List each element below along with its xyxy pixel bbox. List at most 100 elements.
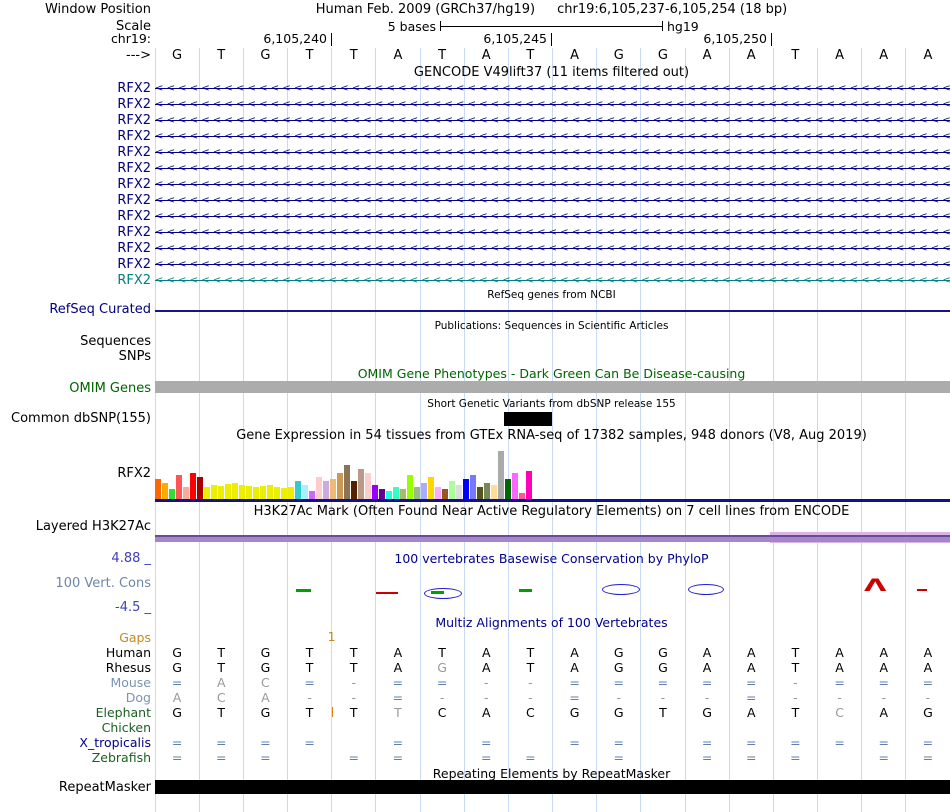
species-label[interactable]: Rhesus xyxy=(105,660,151,675)
gencode-transcript[interactable]: <<<<<<<<<<<<<<<<<<<<<<<<<<<<<<<<<<<<<<<<… xyxy=(155,178,950,191)
gtex-tissue-bar[interactable] xyxy=(526,471,532,499)
species-label[interactable]: X_tropicalis xyxy=(79,735,151,750)
gtex-tissue-bar[interactable] xyxy=(407,475,413,499)
gencode-transcript-label[interactable]: RFX2 xyxy=(117,145,151,160)
gtex-tissue-bar[interactable] xyxy=(330,479,336,499)
gtex-tissue-bar[interactable] xyxy=(358,469,364,499)
gencode-transcript[interactable]: <<<<<<<<<<<<<<<<<<<<<<<<<<<<<<<<<<<<<<<<… xyxy=(155,146,950,159)
gaps-row-label[interactable]: Gaps xyxy=(119,630,151,645)
gtex-tissue-bar[interactable] xyxy=(414,487,420,499)
species-label[interactable]: Dog xyxy=(125,690,151,705)
gencode-transcript[interactable]: <<<<<<<<<<<<<<<<<<<<<<<<<<<<<<<<<<<<<<<<… xyxy=(155,242,950,255)
gtex-tissue-bar[interactable] xyxy=(505,479,511,499)
gencode-transcript[interactable]: <<<<<<<<<<<<<<<<<<<<<<<<<<<<<<<<<<<<<<<<… xyxy=(155,274,950,287)
species-label[interactable]: Human xyxy=(105,645,151,660)
gencode-transcript[interactable]: <<<<<<<<<<<<<<<<<<<<<<<<<<<<<<<<<<<<<<<<… xyxy=(155,114,950,127)
gencode-transcript-label[interactable]: RFX2 xyxy=(117,113,151,128)
gtex-tissue-bar[interactable] xyxy=(162,483,168,499)
gtex-tissue-bar[interactable] xyxy=(190,473,196,499)
gtex-tissue-bar[interactable] xyxy=(519,493,525,499)
gencode-transcript[interactable]: <<<<<<<<<<<<<<<<<<<<<<<<<<<<<<<<<<<<<<<<… xyxy=(155,82,950,95)
gtex-tissue-bar[interactable] xyxy=(155,479,161,499)
gtex-tissue-bar[interactable] xyxy=(225,484,231,499)
gtex-tissue-bar[interactable] xyxy=(274,487,280,499)
snps-track-label[interactable]: SNPs xyxy=(118,349,151,364)
gtex-tissue-bar[interactable] xyxy=(393,487,399,499)
gtex-tissue-bar[interactable] xyxy=(246,486,252,499)
gtex-tissue-bar[interactable] xyxy=(344,465,350,499)
h3k27ac-track-label[interactable]: Layered H3K27Ac xyxy=(35,519,151,534)
gtex-tissue-bar[interactable] xyxy=(400,489,406,499)
gtex-tissue-bar[interactable] xyxy=(176,475,182,499)
gtex-tissue-bar[interactable] xyxy=(477,487,483,499)
species-label[interactable]: Zebrafish xyxy=(91,750,151,765)
gtex-tissue-bar[interactable] xyxy=(288,487,294,499)
repeatmasker-element[interactable] xyxy=(155,780,950,794)
gtex-tissue-bar[interactable] xyxy=(197,477,203,499)
gtex-tissue-bar[interactable] xyxy=(204,487,210,499)
gencode-transcript-label[interactable]: RFX2 xyxy=(117,177,151,192)
gtex-tissue-bar[interactable] xyxy=(295,481,301,499)
gtex-tissue-bar[interactable] xyxy=(218,486,224,499)
gencode-transcript[interactable]: <<<<<<<<<<<<<<<<<<<<<<<<<<<<<<<<<<<<<<<<… xyxy=(155,98,950,111)
gtex-tissue-bar[interactable] xyxy=(386,491,392,499)
gtex-tissue-bar[interactable] xyxy=(463,479,469,499)
gtex-tissue-bar[interactable] xyxy=(435,487,441,499)
gtex-tissue-bar[interactable] xyxy=(281,488,287,499)
gtex-tissue-bar[interactable] xyxy=(232,483,238,499)
gtex-tissue-bar[interactable] xyxy=(316,477,322,499)
dbsnp-track-label[interactable]: Common dbSNP(155) xyxy=(11,411,151,426)
gencode-transcript-label[interactable]: RFX2 xyxy=(117,161,151,176)
gtex-tissue-bar[interactable] xyxy=(260,486,266,499)
phylop-track-label[interactable]: 100 Vert. Cons xyxy=(55,576,151,591)
gtex-tissue-bar[interactable] xyxy=(456,485,462,499)
gencode-transcript-label[interactable]: RFX2 xyxy=(117,241,151,256)
h3k27ac-signal-band[interactable] xyxy=(155,537,950,542)
gtex-tissue-bar[interactable] xyxy=(379,489,385,499)
gtex-tissue-bar[interactable] xyxy=(491,485,497,499)
gtex-tissue-bar[interactable] xyxy=(442,489,448,499)
gencode-transcript[interactable]: <<<<<<<<<<<<<<<<<<<<<<<<<<<<<<<<<<<<<<<<… xyxy=(155,258,950,271)
gtex-tissue-bar[interactable] xyxy=(239,485,245,499)
gencode-transcript[interactable]: <<<<<<<<<<<<<<<<<<<<<<<<<<<<<<<<<<<<<<<<… xyxy=(155,226,950,239)
gtex-tissue-bar[interactable] xyxy=(309,491,315,499)
gtex-gene-label[interactable]: RFX2 xyxy=(117,466,151,481)
gtex-tissue-bar[interactable] xyxy=(421,483,427,499)
gtex-tissue-bar[interactable] xyxy=(449,481,455,499)
gtex-tissue-bar[interactable] xyxy=(351,481,357,499)
gtex-tissue-bar[interactable] xyxy=(183,487,189,499)
species-label[interactable]: Chicken xyxy=(101,720,151,735)
gtex-tissue-bar[interactable] xyxy=(253,487,259,499)
gencode-transcript-label[interactable]: RFX2 xyxy=(117,257,151,272)
gtex-tissue-bar[interactable] xyxy=(323,481,329,499)
gtex-tissue-bar[interactable] xyxy=(498,451,504,499)
gtex-tissue-bar[interactable] xyxy=(302,485,308,499)
gencode-transcript[interactable]: <<<<<<<<<<<<<<<<<<<<<<<<<<<<<<<<<<<<<<<<… xyxy=(155,194,950,207)
gencode-transcript-label[interactable]: RFX2 xyxy=(117,225,151,240)
gencode-transcript[interactable]: <<<<<<<<<<<<<<<<<<<<<<<<<<<<<<<<<<<<<<<<… xyxy=(155,210,950,223)
gtex-tissue-bar[interactable] xyxy=(372,485,378,499)
gencode-transcript-label[interactable]: RFX2 xyxy=(117,273,151,288)
gtex-tissue-bar[interactable] xyxy=(470,475,476,499)
dbsnp-variant[interactable] xyxy=(504,412,552,426)
sequences-track-label[interactable]: Sequences xyxy=(80,334,151,349)
gtex-tissue-bar[interactable] xyxy=(365,473,371,499)
omim-gene-bar[interactable] xyxy=(155,381,950,393)
repeatmasker-track-label[interactable]: RepeatMasker xyxy=(58,780,151,795)
refseq-gene-line[interactable] xyxy=(155,310,950,312)
gencode-transcript-label[interactable]: RFX2 xyxy=(117,81,151,96)
refseq-curated-label[interactable]: RefSeq Curated xyxy=(49,302,151,317)
gtex-tissue-bar[interactable] xyxy=(512,473,518,499)
gtex-tissue-bar[interactable] xyxy=(211,485,217,499)
gtex-tissue-bar[interactable] xyxy=(337,473,343,499)
gencode-transcript-label[interactable]: RFX2 xyxy=(117,129,151,144)
species-label[interactable]: Mouse xyxy=(110,675,151,690)
gtex-tissue-bar[interactable] xyxy=(428,477,434,499)
gtex-tissue-bar[interactable] xyxy=(169,489,175,499)
omim-genes-label[interactable]: OMIM Genes xyxy=(69,381,151,396)
gencode-transcript-label[interactable]: RFX2 xyxy=(117,193,151,208)
gencode-transcript-label[interactable]: RFX2 xyxy=(117,97,151,112)
gtex-tissue-bar[interactable] xyxy=(484,483,490,499)
gencode-transcript-label[interactable]: RFX2 xyxy=(117,209,151,224)
gencode-transcript[interactable]: <<<<<<<<<<<<<<<<<<<<<<<<<<<<<<<<<<<<<<<<… xyxy=(155,130,950,143)
